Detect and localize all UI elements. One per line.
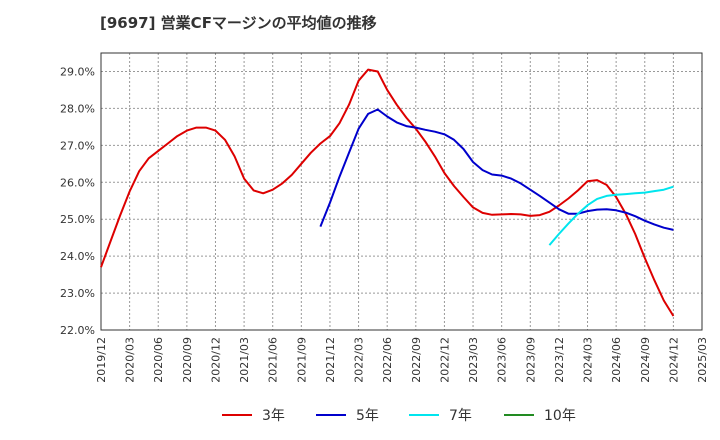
legend-item-5y: 5年 — [316, 402, 379, 428]
series-line-2 — [319, 108, 674, 231]
x-tick-label: 2023/09 — [524, 337, 537, 383]
x-tick-label: 2020/06 — [152, 337, 165, 383]
x-tick-label: 2020/03 — [124, 337, 137, 383]
x-tick-label: 2021/12 — [324, 337, 337, 383]
legend-item-7y: 7年 — [409, 402, 472, 428]
legend-swatch-7y — [409, 414, 439, 416]
legend-swatch-3y — [222, 414, 252, 416]
x-tick-label: 2025/03 — [696, 337, 709, 383]
legend: 3年 5年 7年 10年 — [0, 402, 720, 428]
x-tick-label: 2020/12 — [209, 337, 222, 383]
x-tick-label: 2021/09 — [295, 337, 308, 383]
x-tick-label: 2023/03 — [467, 337, 480, 383]
x-tick-label: 2022/12 — [438, 337, 451, 383]
legend-label-3y: 3年 — [262, 408, 285, 424]
x-tick-label: 2020/09 — [181, 337, 194, 383]
legend-label-5y: 5年 — [356, 408, 379, 424]
x-tick-label: 2023/12 — [553, 337, 566, 383]
legend-swatch-10y — [504, 414, 534, 416]
x-tick-label: 2024/03 — [582, 337, 595, 383]
x-tick-label: 2023/06 — [496, 337, 509, 383]
x-tick-label: 2024/09 — [639, 337, 652, 383]
y-tick-label: 29.0% — [60, 65, 95, 78]
x-tick-label: 2024/12 — [667, 337, 680, 383]
x-tick-label: 2022/03 — [353, 337, 366, 383]
y-tick-label: 27.0% — [60, 139, 95, 152]
x-tick-label: 2021/03 — [238, 337, 251, 383]
plot-frame — [100, 52, 703, 331]
y-tick-label: 26.0% — [60, 176, 95, 189]
y-tick-label: 25.0% — [60, 213, 95, 226]
legend-item-3y: 3年 — [222, 402, 285, 428]
series-line-1 — [100, 68, 675, 317]
legend-label-7y: 7年 — [449, 408, 472, 424]
y-tick-label: 22.0% — [60, 324, 95, 337]
x-tick-label: 2022/09 — [410, 337, 423, 383]
legend-label-10y: 10年 — [544, 408, 576, 424]
y-tick-label: 24.0% — [60, 250, 95, 263]
plot-area — [101, 53, 702, 330]
y-tick-label: 23.0% — [60, 287, 95, 300]
legend-item-10y: 10年 — [504, 402, 576, 428]
legend-swatch-5y — [316, 414, 346, 416]
series-line-3 — [548, 185, 674, 246]
x-tick-label: 2019/12 — [95, 337, 108, 383]
x-tick-label: 2024/06 — [610, 337, 623, 383]
x-tick-label: 2021/06 — [267, 337, 280, 383]
x-tick-label: 2022/06 — [381, 337, 394, 383]
y-tick-label: 28.0% — [60, 102, 95, 115]
chart-title: [9697] 営業CFマージンの平均値の推移 — [100, 14, 377, 32]
